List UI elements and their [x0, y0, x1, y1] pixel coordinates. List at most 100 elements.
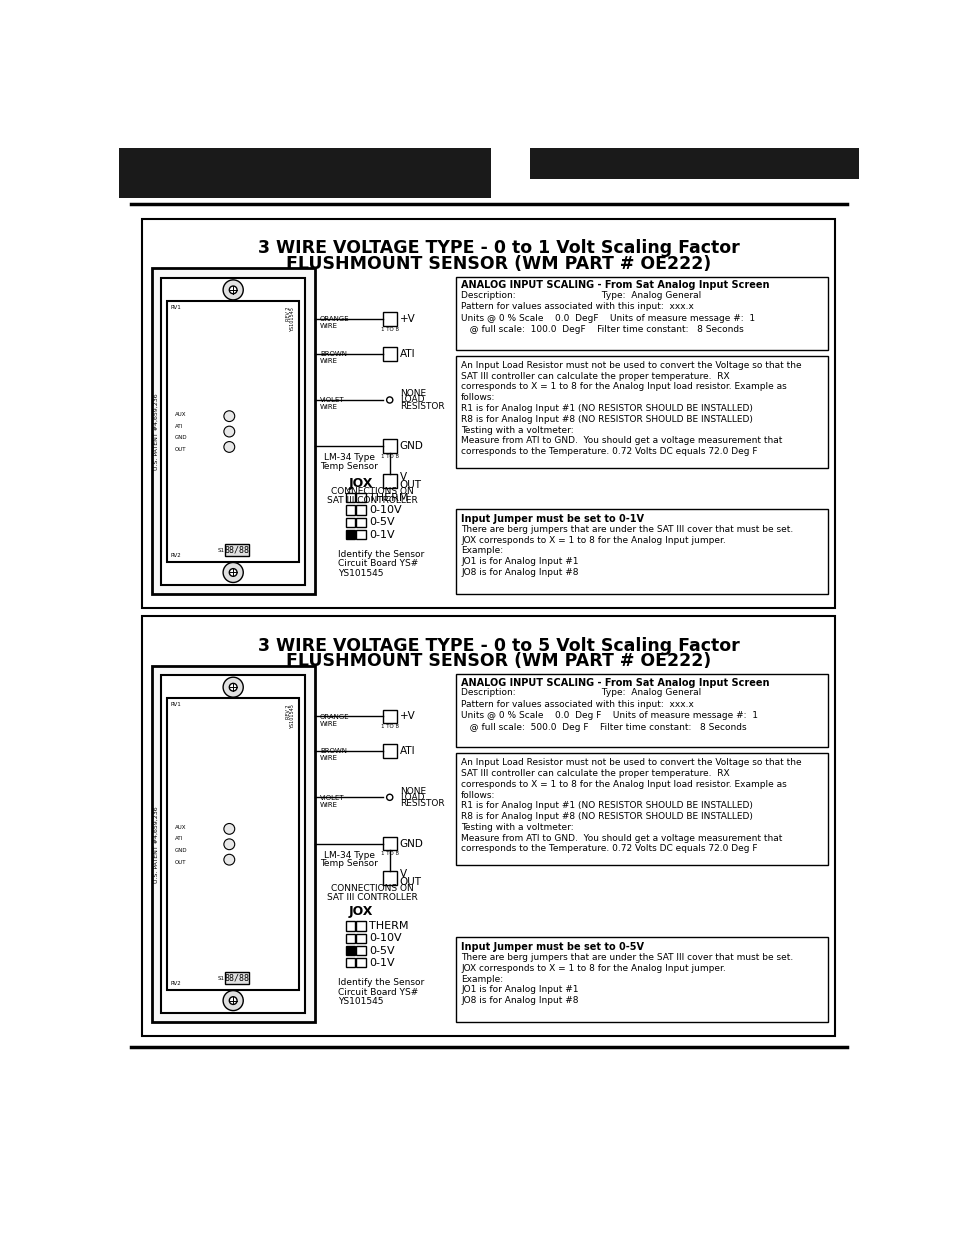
Circle shape	[223, 562, 243, 583]
Circle shape	[229, 997, 236, 1004]
Circle shape	[223, 990, 243, 1010]
Text: RV2: RV2	[171, 981, 181, 986]
Text: REV 2: REV 2	[285, 704, 291, 719]
Text: BROWN
WIRE: BROWN WIRE	[319, 351, 347, 364]
Text: CONNECTIONS ON: CONNECTIONS ON	[331, 487, 414, 496]
Text: Pattern for values associated with this input:  xxx.x: Pattern for values associated with this …	[460, 303, 693, 311]
Text: NONE: NONE	[399, 787, 425, 795]
Text: ANALOG INPUT SCALING - From Sat Analog Input Screen: ANALOG INPUT SCALING - From Sat Analog I…	[460, 280, 769, 290]
Circle shape	[229, 287, 236, 294]
Text: Measure from ATI to GND.  You should get a voltage measurement that: Measure from ATI to GND. You should get …	[460, 834, 781, 842]
Text: 88/88: 88/88	[224, 973, 250, 983]
Bar	[345, 530, 355, 540]
Text: OUT: OUT	[399, 479, 421, 490]
Text: OUT: OUT	[399, 877, 421, 887]
Circle shape	[223, 280, 243, 300]
Bar	[356, 946, 365, 955]
Text: THERM: THERM	[369, 493, 408, 503]
Text: ATI: ATI	[174, 836, 183, 841]
Text: 3 WIRE VOLTAGE TYPE - 0 to 1 Volt Scaling Factor: 3 WIRE VOLTAGE TYPE - 0 to 1 Volt Scalin…	[258, 240, 740, 257]
Text: JO8 is for Analog Input #8: JO8 is for Analog Input #8	[460, 568, 578, 577]
Text: LM-34 Type: LM-34 Type	[324, 851, 375, 860]
Bar	[356, 493, 365, 503]
Text: Input Jumper must be set to 0-1V: Input Jumper must be set to 0-1V	[460, 514, 643, 524]
Text: ANALOG INPUT SCALING - From Sat Analog Input Screen: ANALOG INPUT SCALING - From Sat Analog I…	[460, 678, 769, 688]
Text: Pattern for values associated with this input:  xxx.x: Pattern for values associated with this …	[460, 700, 693, 709]
Bar	[456, 509, 827, 594]
Bar	[382, 474, 396, 488]
Text: corresponds to the Temperature. 0.72 Volts DC equals 72.0 Deg F: corresponds to the Temperature. 0.72 Vol…	[460, 447, 757, 456]
Text: YS101545: YS101545	[337, 569, 383, 578]
Bar	[225, 543, 249, 556]
Text: Description:                              Type:  Analog General: Description: Type: Analog General	[460, 290, 700, 300]
Text: CONNECTIONS ON: CONNECTIONS ON	[331, 884, 414, 893]
Text: 0-10V: 0-10V	[369, 505, 401, 515]
Bar	[456, 356, 827, 468]
Text: follows:: follows:	[460, 393, 495, 403]
Text: BROWN
WIRE: BROWN WIRE	[319, 748, 347, 762]
Bar	[142, 616, 835, 1036]
Text: FLUSHMOUNT SENSOR (WM PART # OE222): FLUSHMOUNT SENSOR (WM PART # OE222)	[286, 254, 711, 273]
Text: Circuit Board YS#: Circuit Board YS#	[337, 559, 417, 568]
Bar	[456, 753, 827, 864]
Bar	[345, 934, 355, 942]
Circle shape	[229, 568, 236, 577]
Text: YS101545: YS101545	[290, 704, 294, 729]
Bar	[142, 219, 835, 608]
Text: RV2: RV2	[171, 553, 181, 558]
Circle shape	[224, 442, 234, 452]
Text: VIOLET
WIRE: VIOLET WIRE	[319, 398, 344, 410]
Bar	[356, 505, 365, 515]
Bar	[456, 277, 827, 350]
Text: AUX: AUX	[174, 412, 187, 417]
Text: 0-5V: 0-5V	[369, 517, 394, 527]
Text: There are berg jumpers that are under the SAT III cover that must be set.: There are berg jumpers that are under th…	[460, 953, 793, 962]
Text: RESISTOR: RESISTOR	[399, 401, 444, 411]
Text: VIOLET
WIRE: VIOLET WIRE	[319, 794, 344, 808]
Text: R1 is for Analog Input #1 (NO RESISTOR SHOULD BE INSTALLED): R1 is for Analog Input #1 (NO RESISTOR S…	[460, 802, 752, 810]
Circle shape	[229, 683, 236, 692]
Text: SAT III controller can calculate the proper temperature.  RX: SAT III controller can calculate the pro…	[460, 769, 729, 778]
Bar	[382, 836, 396, 851]
Text: Example:: Example:	[460, 546, 502, 556]
Bar	[345, 921, 355, 930]
Bar	[382, 871, 396, 885]
Circle shape	[224, 426, 234, 437]
Text: 88/88: 88/88	[224, 546, 250, 555]
Bar	[152, 666, 314, 1023]
Bar	[356, 530, 365, 540]
Circle shape	[224, 411, 234, 421]
Text: GND: GND	[174, 848, 188, 853]
Text: SAT III controller can calculate the proper temperature.  RX: SAT III controller can calculate the pro…	[460, 372, 729, 380]
Text: Testing with a voltmeter:: Testing with a voltmeter:	[460, 426, 573, 435]
Text: Circuit Board YS#: Circuit Board YS#	[337, 988, 417, 997]
Text: S1: S1	[218, 976, 225, 981]
Text: 1 TO 8: 1 TO 8	[380, 851, 398, 856]
Text: RESISTOR: RESISTOR	[399, 799, 444, 808]
Text: Identify the Sensor: Identify the Sensor	[337, 978, 423, 987]
Text: LM-34 Type: LM-34 Type	[324, 453, 375, 462]
Text: YS101545: YS101545	[337, 997, 383, 1005]
Bar	[382, 440, 396, 453]
Circle shape	[386, 794, 393, 800]
Text: ORANGE
WIRE: ORANGE WIRE	[319, 714, 349, 727]
Text: JOX corresponds to X = 1 to 8 for the Analog Input jumper.: JOX corresponds to X = 1 to 8 for the An…	[460, 536, 725, 545]
Bar	[345, 946, 355, 955]
Bar	[345, 958, 355, 967]
Bar	[152, 268, 314, 594]
Bar	[382, 312, 396, 326]
Text: R1 is for Analog Input #1 (NO RESISTOR SHOULD BE INSTALLED): R1 is for Analog Input #1 (NO RESISTOR S…	[460, 404, 752, 412]
Text: +V: +V	[399, 314, 416, 324]
Text: 3 WIRE VOLTAGE TYPE - 0 to 5 Volt Scaling Factor: 3 WIRE VOLTAGE TYPE - 0 to 5 Volt Scalin…	[258, 636, 740, 655]
Text: +V: +V	[399, 711, 416, 721]
Text: GND: GND	[399, 839, 423, 848]
Text: R8 is for Analog Input #8 (NO RESISTOR SHOULD BE INSTALLED): R8 is for Analog Input #8 (NO RESISTOR S…	[460, 813, 752, 821]
Text: corresponds to X = 1 to 8 for the Analog Input load resistor. Example as: corresponds to X = 1 to 8 for the Analog…	[460, 779, 786, 789]
Text: An Input Load Resistor must not be used to convert the Voltage so that the: An Input Load Resistor must not be used …	[460, 361, 801, 369]
Text: V: V	[399, 472, 407, 482]
Text: LOAD: LOAD	[399, 395, 424, 405]
Text: 0-10V: 0-10V	[369, 934, 401, 944]
Bar	[382, 347, 396, 361]
Text: Testing with a voltmeter:: Testing with a voltmeter:	[460, 823, 573, 832]
Text: Temp Sensor: Temp Sensor	[320, 860, 378, 868]
